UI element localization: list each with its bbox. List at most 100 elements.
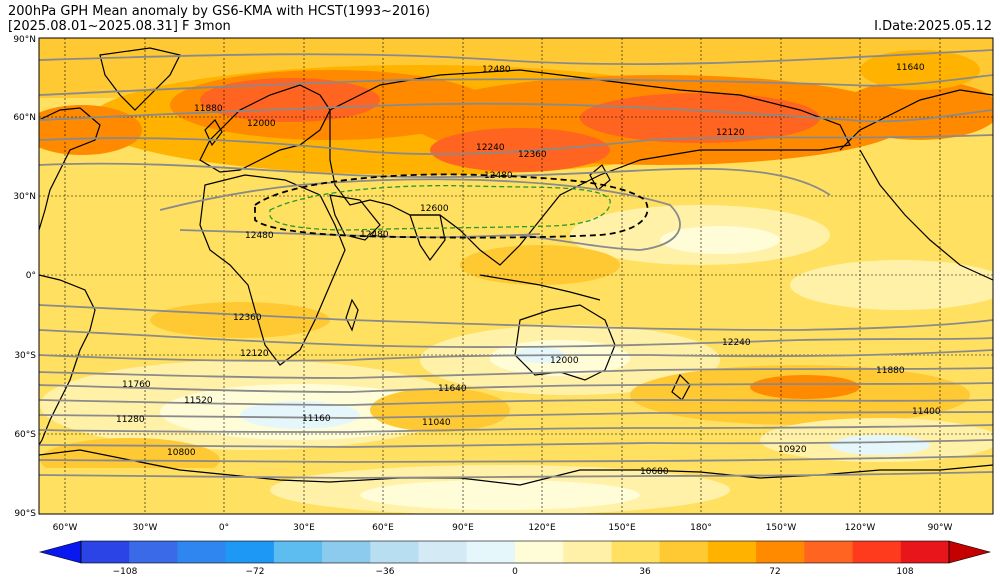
colorbar-frame (80, 540, 950, 564)
colorbar-cell (225, 541, 275, 563)
colorbar-cell (129, 541, 178, 563)
lon-label: 60°E (372, 523, 394, 533)
colorbar-cell (900, 541, 950, 563)
lat-label: 90°S (14, 509, 36, 519)
contour-label: 11040 (422, 418, 451, 428)
contour-label: 11400 (912, 407, 941, 417)
contour-label: 12600 (420, 204, 449, 214)
colorbar-cell (466, 541, 516, 563)
lon-label: 90°W (928, 523, 953, 533)
contour-label: 10680 (640, 467, 669, 477)
contour-label: 11640 (438, 384, 467, 394)
lat-label: 30°S (14, 351, 36, 361)
colorbar-cells (81, 541, 950, 563)
australia-outline (514, 304, 616, 381)
colorbar-tick-label: 36 (639, 567, 651, 577)
colorbar-cell (322, 541, 371, 563)
init-date: I.Date:2025.05.12 (874, 19, 992, 34)
contour-label: 12120 (716, 128, 745, 138)
colorbar-cell (756, 541, 805, 563)
colorbar-cell (707, 541, 757, 563)
colorbar-tick-label: −72 (246, 567, 265, 577)
anomaly-field (39, 38, 993, 514)
colorbar-cell (563, 541, 612, 563)
contour-label: 12360 (518, 150, 547, 160)
colorbar-tick-label: 0 (512, 567, 518, 577)
gridlines (39, 38, 993, 514)
contour-label: 12480 (245, 231, 274, 241)
lat-label: 60°N (13, 113, 36, 123)
colorbar-cell (81, 541, 130, 563)
india-outline (409, 214, 446, 262)
lon-label: 0° (219, 523, 229, 533)
contour-label: 11880 (876, 366, 905, 376)
colorbar-cell (418, 541, 468, 563)
lon-label: 90°E (452, 523, 474, 533)
indonesia-outline (479, 274, 601, 301)
chart-title: 200hPa GPH Mean anomaly by GS6-KMA with … (8, 4, 431, 19)
contour-label: 12240 (476, 143, 505, 153)
lon-label: 120°E (528, 523, 556, 533)
lon-label: 30°E (293, 523, 315, 533)
contour-label: 10800 (167, 448, 196, 458)
colorbar-tick-label: 72 (769, 567, 780, 577)
colorbar-left-extend (38, 540, 82, 564)
south-america-outline (39, 274, 96, 446)
contour-label: 12000 (550, 356, 579, 366)
colorbar-tick-label: 108 (896, 567, 913, 577)
contour-label: 12120 (240, 349, 269, 359)
colorbar-labels: −108 −72 −36 0 36 72 108 (113, 567, 914, 577)
japan-outline (589, 164, 611, 191)
contour-label: 12240 (722, 338, 751, 348)
lat-label: 0° (26, 271, 36, 281)
lon-label: 180° (690, 523, 712, 533)
asia-outline (329, 69, 851, 266)
contour-label: 12480 (484, 171, 513, 181)
north-america-east-outline (39, 107, 101, 231)
contour-label: 12480 (360, 230, 389, 240)
lon-label: 150°E (608, 523, 636, 533)
dashed-contours (254, 173, 649, 239)
contour-label: 11160 (302, 414, 331, 424)
contour-label: 12000 (247, 119, 276, 129)
north-america-west-outline (839, 89, 993, 281)
contour-label: 12480 (482, 65, 511, 75)
contour-label: 10920 (778, 445, 807, 455)
contour-label: 11640 (896, 63, 925, 73)
latitude-labels: 90°N 60°N 30°N 0° 30°S 60°S 90°S (13, 35, 36, 519)
colorbar-tick-label: −108 (113, 567, 138, 577)
arabia-outline (329, 194, 381, 241)
lon-label: 30°W (133, 523, 158, 533)
colorbar-cell (804, 541, 854, 563)
longitude-labels: 60°W 30°W 0° 30°E 60°E 90°E 120°E 150°E … (53, 523, 953, 533)
lon-label: 150°W (766, 523, 797, 533)
lat-label: 60°S (14, 430, 36, 440)
colorbar-right-extend (948, 540, 992, 564)
madagascar-outline (345, 298, 359, 332)
lon-label: 60°W (53, 523, 78, 533)
contour-labels: 12600 12480 12480 12480 12360 12360 1224… (116, 63, 941, 477)
chart-subtitle: [2025.08.01~2025.08.31] F 3mon (8, 19, 231, 34)
colorbar: −108 −72 −36 0 36 72 108 (38, 540, 992, 577)
contour-label: 12360 (233, 313, 262, 323)
africa-outline (199, 174, 346, 366)
contour-label: 11520 (184, 396, 213, 406)
lat-label: 30°N (13, 192, 36, 202)
lon-label: 120°W (845, 523, 876, 533)
colorbar-cell (659, 541, 709, 563)
gph-contours (39, 49, 993, 479)
contour-label: 11760 (122, 380, 151, 390)
contour-label: 11280 (116, 415, 145, 425)
contour-label: 11880 (194, 104, 223, 114)
colorbar-cell (370, 541, 420, 563)
greenland-outline (99, 47, 181, 111)
colorbar-cell (852, 541, 902, 563)
map-frame (38, 37, 994, 515)
colorbar-cell (177, 541, 227, 563)
colorbar-cell (273, 541, 323, 563)
colorbar-tick-label: −36 (376, 567, 395, 577)
colorbar-cell (611, 541, 661, 563)
colorbar-cell (515, 541, 564, 563)
lat-label: 90°N (13, 35, 36, 45)
